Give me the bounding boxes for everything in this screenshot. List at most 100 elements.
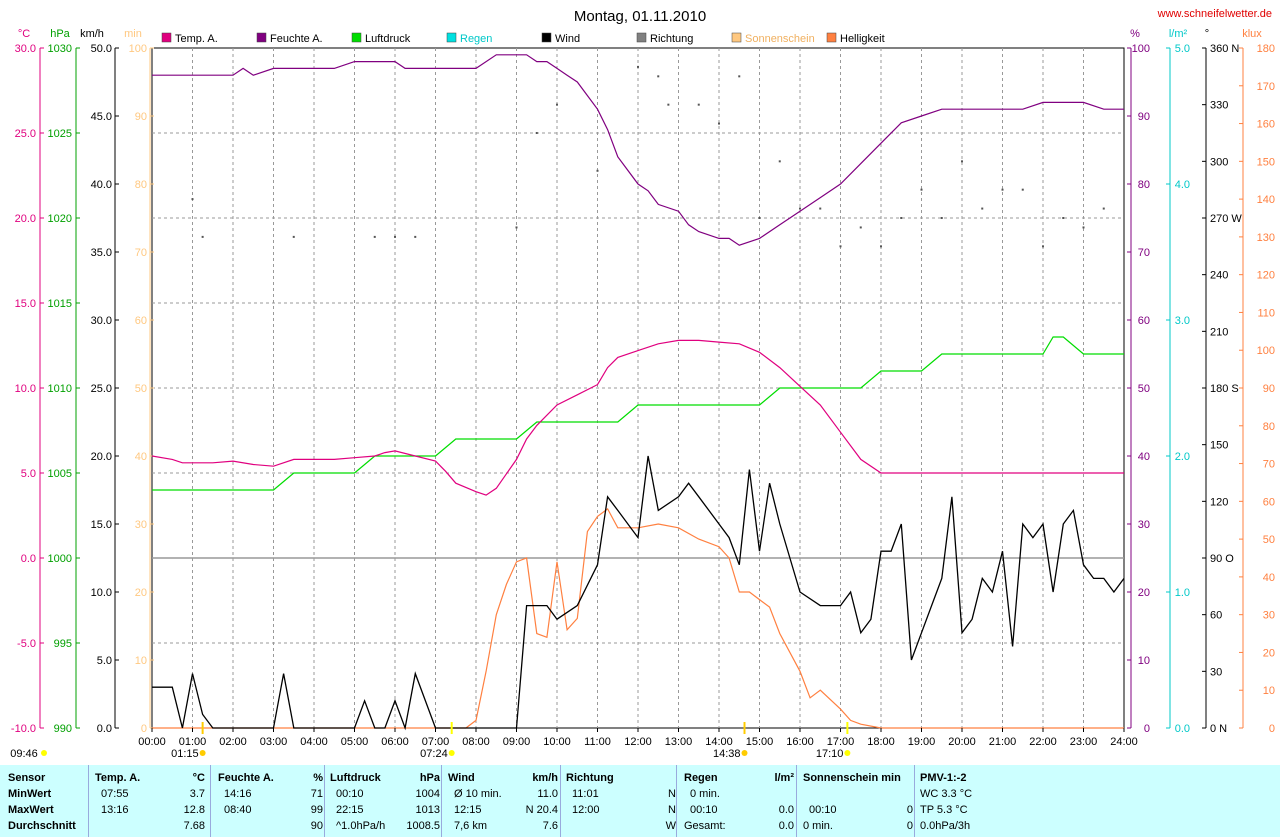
axis-tick-label-sun: 10 — [135, 655, 147, 667]
axis-tick-label-rain: 5.0 — [1175, 43, 1190, 55]
series-line-luftdruck — [152, 336, 1124, 491]
axis-tick-label-wind: 50.0 — [91, 43, 112, 55]
direction-point — [778, 160, 781, 163]
direction-point — [637, 65, 639, 68]
axis-tick-label-humidity: 20 — [1138, 587, 1150, 599]
table-cell: 08:40 — [224, 804, 252, 816]
axis-tick-label-temp: 25.0 — [15, 128, 36, 140]
axis-unit-rain: l/m² — [1169, 28, 1188, 40]
table-header-unit: km/h — [532, 772, 558, 784]
x-tick-label: 18:00 — [867, 736, 895, 748]
table-cell: 7,6 km — [454, 820, 488, 832]
axis-tick-label-direction: 0 N — [1210, 723, 1227, 735]
series-layer — [151, 54, 1125, 731]
axis-tick-label-direction: 300 — [1210, 156, 1228, 168]
table-header: Sonnenschein min — [803, 772, 901, 784]
series-line-temp-a- — [151, 339, 1124, 496]
table-header: PMV-1:-2 — [920, 772, 967, 784]
legend-label: Helligkeit — [840, 33, 885, 45]
axis-tick-label-lux: 50 — [1263, 534, 1275, 546]
axis-tick-label-temp: 20.0 — [15, 213, 36, 225]
direction-point — [961, 160, 963, 163]
table-cell: 0 — [906, 804, 913, 816]
x-tick-label: 04:00 — [300, 736, 328, 748]
table-cell: 1004 — [415, 788, 440, 800]
time-marker-label: 01:15 — [171, 748, 199, 760]
axis-tick-label-lux: 80 — [1263, 421, 1275, 433]
table-divider — [914, 765, 915, 837]
axis-tick-label-wind: 25.0 — [91, 383, 112, 395]
legend-label: Luftdruck — [365, 33, 411, 45]
x-tick-label: 03:00 — [260, 736, 288, 748]
axis-tick-label-pressure: 1015 — [48, 298, 72, 310]
axis-tick-label-lux: 0 — [1269, 723, 1275, 735]
legend-swatch — [351, 32, 362, 43]
axis-tick-label-wind: 5.0 — [97, 655, 112, 667]
table-cell: 1013 — [415, 804, 440, 816]
axis-tick-label-direction: 360 N — [1210, 43, 1239, 55]
grid — [152, 48, 1124, 728]
x-tick-label: 19:00 — [908, 736, 936, 748]
axis-tick-label-lux: 40 — [1263, 572, 1275, 584]
x-tick-label: 08:00 — [462, 736, 490, 748]
axis-tick-label-lux: 70 — [1263, 459, 1275, 471]
stats-table: Sensor Temp. A. °C Feuchte A.% Luftdruck hPa W… — [0, 765, 1280, 837]
direction-point — [819, 207, 822, 210]
series-line-helligkeit — [152, 508, 1124, 729]
axis-tick-label-rain: 1.0 — [1175, 587, 1190, 599]
axis-tick-label-sun: 40 — [135, 451, 147, 463]
table-header-unit: hPa — [419, 772, 440, 784]
direction-point — [414, 235, 417, 238]
direction-point — [292, 235, 295, 238]
axis-units: °C hPa km/h min% l/m² ° klux — [18, 28, 1262, 40]
sun-icon — [41, 750, 47, 756]
axis-tick-label-pressure: 1010 — [48, 383, 72, 395]
table-cell: 07:55 — [101, 788, 129, 800]
x-tick-label: 12:00 — [624, 736, 652, 748]
table-divider — [796, 765, 797, 837]
table-divider — [324, 765, 325, 837]
axis-tick-label-lux: 120 — [1257, 270, 1275, 282]
axis-tick-label-wind: 10.0 — [91, 587, 112, 599]
table-header-unit: l/m² — [774, 772, 794, 784]
series-line-wind — [152, 455, 1125, 731]
x-tick-label: 01:00 — [179, 736, 207, 748]
axis-tick-label-pressure: 1000 — [48, 553, 72, 565]
table-header: Sensor — [8, 772, 46, 784]
table-cell: 14:16 — [224, 788, 252, 800]
x-tick-label: 15:00 — [746, 736, 774, 748]
axis-tick-label-pressure: 1025 — [48, 128, 72, 140]
axis-tick-label-rain: 0.0 — [1175, 723, 1190, 735]
table-cell: 13:16 — [101, 804, 129, 816]
legend-swatch — [826, 32, 837, 43]
legend-swatch — [256, 32, 267, 43]
table-cell: 12:00 — [572, 804, 600, 816]
axis-tick-label-sun: 20 — [135, 587, 147, 599]
table-cell: 11:01 — [572, 788, 599, 800]
axis-tick-label-humidity: 80 — [1138, 179, 1150, 191]
direction-point — [1042, 245, 1044, 248]
legend-swatch — [636, 32, 647, 43]
axis-tick-label-wind: 35.0 — [91, 247, 112, 259]
table-cell: N — [668, 788, 676, 800]
table-cell: N 20.4 — [525, 804, 558, 816]
table-header: Temp. A. — [95, 772, 141, 784]
direction-point — [556, 103, 558, 106]
x-tick-label: 23:00 — [1070, 736, 1098, 748]
direction-point — [940, 217, 943, 219]
table-cell: 1008.5 — [406, 820, 440, 832]
axis-tick-label-rain: 3.0 — [1175, 315, 1190, 327]
direction-point — [1082, 226, 1085, 229]
direction-point — [1001, 188, 1004, 191]
axis-tick-label-lux: 130 — [1257, 232, 1275, 244]
table-header: Regen — [684, 772, 718, 784]
time-marker-label: 07:24 — [420, 748, 448, 760]
table-cell: 0 min. — [690, 788, 720, 800]
axis-tick-label-humidity: 10 — [1138, 655, 1150, 667]
direction-point — [859, 226, 862, 229]
axis-tick-label-rain: 4.0 — [1175, 179, 1190, 191]
direction-point — [1062, 217, 1065, 219]
sun-icon — [448, 750, 455, 756]
axis-unit-lux: klux — [1242, 28, 1262, 40]
legend-label: Sonnenschein — [745, 33, 815, 45]
